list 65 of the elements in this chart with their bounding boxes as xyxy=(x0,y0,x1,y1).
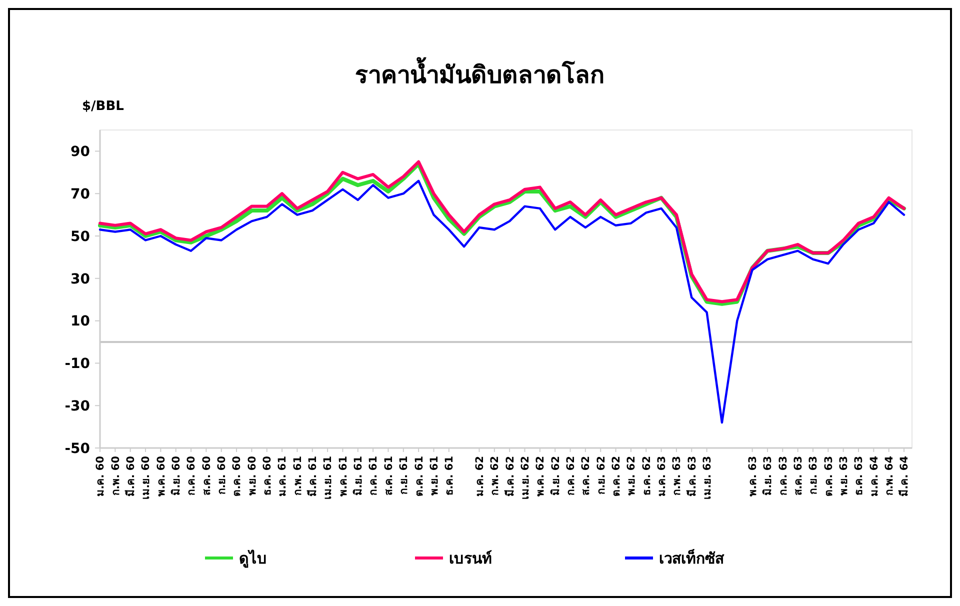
x-tick-label: พ.ย. 61 xyxy=(428,456,440,496)
legend-label: เวสเท็กซัส xyxy=(659,548,725,568)
y-tick-label: 70 xyxy=(70,186,90,202)
y-tick-label: -50 xyxy=(64,440,90,457)
x-tick-label: ก.ค. 60 xyxy=(186,456,198,496)
x-tick-label: ก.พ. 63 xyxy=(671,456,684,496)
x-tick-label: มี.ค. 62 xyxy=(503,456,516,496)
x-tick-label: ธ.ค. 60 xyxy=(262,456,274,496)
y-tick-label: -30 xyxy=(64,398,90,414)
x-tick-label: เม.ย. 61 xyxy=(322,456,334,500)
y-tick-label: 30 xyxy=(70,271,90,288)
x-tick-label: พ.ค. 60 xyxy=(155,456,168,496)
x-tick-label: มี.ค. 60 xyxy=(124,456,138,496)
x-tick-label: ม.ค. 60 xyxy=(94,456,107,496)
x-tick-label: มิ.ย. 61 xyxy=(352,456,365,496)
x-tick-label: เม.ย. 60 xyxy=(140,456,152,500)
y-tick-label: -10 xyxy=(64,356,90,372)
x-tick-label: ก.ย. 61 xyxy=(398,456,410,494)
x-tick-label: ม.ค. 61 xyxy=(276,456,289,496)
x-tick-label: มี.ค. 63 xyxy=(685,456,698,496)
x-tick-label: ก.พ. 61 xyxy=(292,456,304,496)
x-tick-label: ธ.ค. 62 xyxy=(640,456,653,496)
x-tick-label: ก.ค. 62 xyxy=(564,456,577,496)
y-axis-title: $/BBL xyxy=(82,99,124,114)
x-tick-label: ต.ค. 60 xyxy=(231,456,244,496)
y-tick-label: 90 xyxy=(70,144,90,160)
x-tick-label: ม.ค. 62 xyxy=(474,456,486,496)
x-tick-label: ม.ค. 63 xyxy=(656,456,668,496)
y-tick-label: 50 xyxy=(70,228,90,245)
x-tick-label: ก.ย. 60 xyxy=(216,456,228,494)
x-tick-label: ก.ค. 63 xyxy=(777,456,790,496)
x-tick-label: เม.ย. 63 xyxy=(701,456,714,500)
x-tick-label: ก.ค. 61 xyxy=(368,456,380,496)
x-tick-label: พ.ค. 63 xyxy=(746,456,759,496)
x-tick-label: ส.ค. 61 xyxy=(382,456,395,496)
x-tick-label: ต.ค. 63 xyxy=(822,456,835,496)
y-tick-label: 10 xyxy=(70,314,90,330)
x-tick-label: พ.ย. 62 xyxy=(626,456,638,496)
x-tick-label: ส.ค. 63 xyxy=(792,456,804,496)
x-tick-label: ก.ย. 62 xyxy=(595,456,608,494)
legend-label: เบรนท์ xyxy=(449,549,492,568)
x-tick-label: มี.ค. 61 xyxy=(306,456,320,496)
x-tick-label: มิ.ย. 60 xyxy=(170,456,183,496)
x-tick-label: พ.ย. 60 xyxy=(246,456,258,496)
x-tick-label: ธ.ค. 61 xyxy=(444,456,456,496)
x-tick-label: ม.ค. 64 xyxy=(868,456,880,496)
line-series xyxy=(98,180,906,424)
x-tick-label: มี.ค. 64 xyxy=(898,456,911,496)
x-tick-label: พ.ค. 62 xyxy=(534,456,547,496)
x-tick-label: มิ.ย. 62 xyxy=(550,456,562,496)
x-tick-label: เม.ย. 62 xyxy=(519,456,532,500)
x-tick-label: ต.ค. 61 xyxy=(413,456,426,496)
x-tick-label: ธ.ค. 63 xyxy=(853,456,866,496)
x-tick-label: พ.ค. 61 xyxy=(337,456,350,496)
x-tick-label: ก.พ. 60 xyxy=(110,456,122,496)
x-tick-label: ต.ค. 62 xyxy=(610,456,622,496)
x-tick-label: ส.ค. 62 xyxy=(580,456,592,496)
x-tick-label: ส.ค. 60 xyxy=(200,456,213,496)
x-tick-label: ก.ย. 63 xyxy=(808,456,820,494)
x-tick-label: มิ.ย. 63 xyxy=(762,456,774,496)
x-tick-label: พ.ย. 63 xyxy=(838,456,850,496)
x-tick-label: ก.พ. 64 xyxy=(884,456,896,496)
chart-title: ราคาน้ำมันดิบตลาดโลก xyxy=(355,56,605,89)
legend-label: ดูไบ xyxy=(239,548,267,568)
x-tick-label: ก.พ. 62 xyxy=(489,456,502,496)
